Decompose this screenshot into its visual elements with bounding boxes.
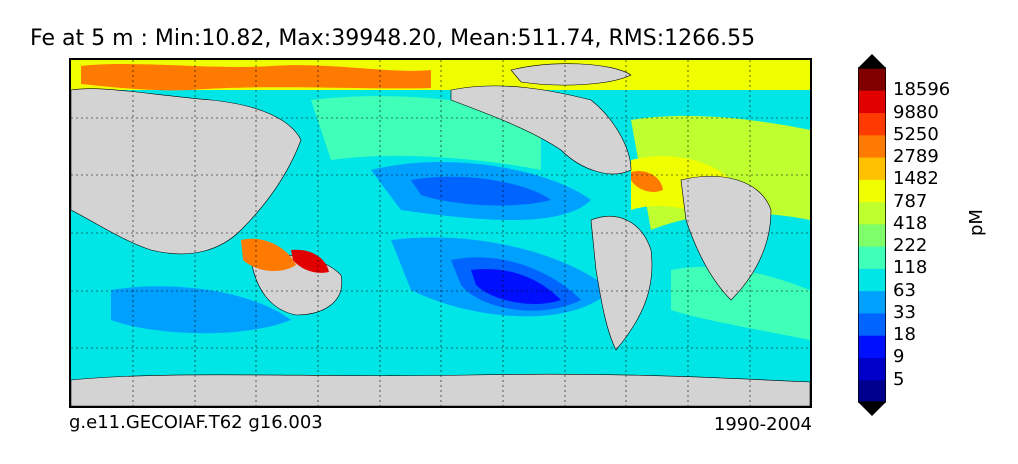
colorbar-segment	[858, 379, 886, 403]
colorbar-segment	[858, 246, 886, 269]
colorbar-segment	[858, 335, 886, 358]
north-pacific-gyre-lower	[411, 176, 551, 206]
colorbar-segment	[858, 223, 886, 247]
colorbar-tick-label: 2789	[893, 146, 939, 168]
colorbar-segment	[858, 112, 886, 136]
north-pacific-zone	[311, 96, 541, 170]
colorbar-segment	[858, 201, 886, 225]
new-guinea-very-high	[291, 249, 329, 273]
colorbar-tick-label: 18	[893, 324, 916, 346]
colorbar-segment	[858, 157, 886, 180]
colorbar-segment	[858, 357, 886, 381]
colorbar-tick-label: 9	[893, 346, 905, 368]
gulf-of-mexico-high	[631, 170, 663, 192]
colorbar-over-arrow	[858, 54, 886, 68]
antarctica-land	[71, 373, 810, 406]
north-america-land	[450, 85, 632, 175]
period-caption: 1990-2004	[713, 414, 812, 435]
colorbar-tick-label: 63	[893, 279, 916, 301]
iron-concentration-map	[71, 60, 810, 406]
colorbar-under-arrow	[858, 402, 886, 416]
colorbar-segment	[858, 179, 886, 203]
colorbar-segments	[858, 68, 886, 403]
south-pacific-gyre-lowest	[471, 269, 561, 305]
colorbar-tick-label: 118	[893, 257, 928, 279]
map-panel	[69, 58, 812, 408]
map-title: Fe at 5 m : Min:10.82, Max:39948.20, Mea…	[30, 26, 756, 51]
colorbar-border	[858, 67, 886, 403]
colorbar-tick-label: 5	[893, 368, 905, 390]
colorbar-segment	[858, 134, 886, 158]
colorbar-segment	[858, 312, 886, 336]
map-grid	[71, 60, 810, 406]
south-america-land	[590, 216, 653, 351]
colorbar-tick-label: 9880	[893, 101, 939, 123]
eurasia-land	[71, 88, 302, 255]
arctic-very-high-zone	[81, 64, 431, 91]
colorbar-tick-label: 18596	[893, 79, 951, 101]
colorbar-segment	[858, 68, 886, 91]
colorbar-tick-label: 33	[893, 301, 916, 323]
colorbar-unit: pM	[966, 209, 987, 236]
colorbar-segment	[858, 90, 886, 114]
colorbar-tick-label: 222	[893, 235, 928, 257]
run-name-caption: g.e11.GECOIAF.T62 g16.003	[69, 412, 323, 433]
colorbar-segment	[858, 268, 886, 292]
colorbar	[858, 54, 886, 416]
maritime-continent-high	[241, 238, 296, 272]
colorbar-tick-label: 5250	[893, 123, 939, 145]
colorbar-tick-label: 787	[893, 190, 928, 212]
indian-ocean-low	[111, 286, 291, 334]
greenland-land	[510, 63, 632, 86]
colorbar-tick-label: 418	[893, 212, 928, 234]
colorbar-tick-label: 1482	[893, 168, 939, 190]
south-atlantic-zone	[671, 266, 810, 340]
africa-land	[680, 175, 772, 301]
colorbar-segment	[858, 290, 886, 314]
